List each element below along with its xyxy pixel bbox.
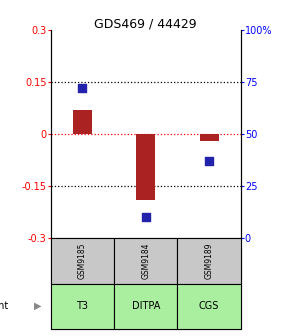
Text: agent: agent xyxy=(0,301,9,311)
Text: CGS: CGS xyxy=(199,301,219,311)
Bar xyxy=(200,134,219,141)
FancyBboxPatch shape xyxy=(177,284,241,329)
FancyBboxPatch shape xyxy=(51,284,114,329)
FancyBboxPatch shape xyxy=(114,284,177,329)
Bar xyxy=(136,134,155,200)
Text: ▶: ▶ xyxy=(34,301,41,311)
Bar xyxy=(73,110,92,134)
Text: DITPA: DITPA xyxy=(132,301,160,311)
Point xyxy=(80,86,85,91)
Title: GDS469 / 44429: GDS469 / 44429 xyxy=(95,17,197,30)
Point xyxy=(143,215,148,220)
Point xyxy=(207,159,211,164)
Text: T3: T3 xyxy=(76,301,88,311)
FancyBboxPatch shape xyxy=(177,238,241,284)
Text: GSM9185: GSM9185 xyxy=(78,243,87,279)
Text: GSM9189: GSM9189 xyxy=(204,243,213,279)
FancyBboxPatch shape xyxy=(51,238,114,284)
FancyBboxPatch shape xyxy=(114,238,177,284)
Text: GSM9184: GSM9184 xyxy=(141,243,150,279)
